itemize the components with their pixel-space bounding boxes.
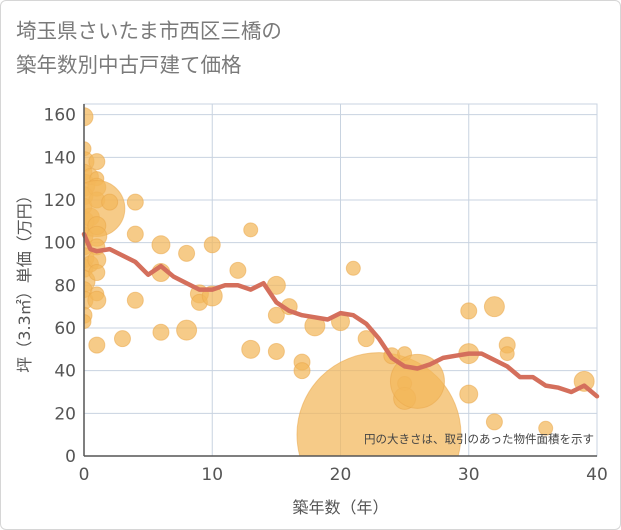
bubble-point xyxy=(345,260,361,276)
x-axis-title: 築年数（年） xyxy=(292,498,388,517)
bubble-point xyxy=(267,342,285,360)
y-tick-label: 80 xyxy=(54,276,76,296)
bubble-point xyxy=(113,330,131,348)
chart-title-line-1: 埼玉県さいたま市西区三橋の xyxy=(16,19,282,43)
x-tick-label: 30 xyxy=(458,465,480,485)
y-tick-label: 40 xyxy=(54,362,76,382)
bubble-size-note: 円の大きさは、取引のあった物件面積を示す xyxy=(364,432,594,446)
bubble-point xyxy=(178,244,196,262)
bubble-point xyxy=(87,290,107,310)
bubble-point xyxy=(485,413,503,431)
bubble-point xyxy=(459,384,479,404)
bubble-point xyxy=(126,291,144,309)
bubble-point xyxy=(203,236,221,254)
bubble-point xyxy=(357,330,375,348)
x-tick-label: 40 xyxy=(586,465,608,485)
bubble-point xyxy=(499,346,515,362)
bubble-point xyxy=(88,264,106,282)
bubble-point xyxy=(460,302,478,320)
y-tick-label: 140 xyxy=(44,148,76,168)
bubble-point xyxy=(151,235,171,255)
bubble-point xyxy=(101,193,119,211)
bubble-point xyxy=(538,420,554,436)
bubble-point xyxy=(88,153,106,171)
chart-title-line-2: 築年数別中古戸建て価格 xyxy=(16,53,242,77)
bubble-point xyxy=(126,193,144,211)
x-tick-label: 10 xyxy=(201,465,223,485)
y-axis-title: 坪（3.3㎡）単価（万円） xyxy=(15,187,34,372)
bubble-point xyxy=(229,261,247,279)
y-tick-label: 60 xyxy=(54,319,76,339)
axes xyxy=(83,104,597,457)
bubble-point xyxy=(84,314,92,330)
bubble-point xyxy=(483,296,505,318)
trend-line xyxy=(81,231,600,399)
x-tick-label: 20 xyxy=(330,465,352,485)
chart-title: 埼玉県さいたま市西区三橋の 築年数別中古戸建て価格 xyxy=(16,14,416,82)
bubble-point xyxy=(84,107,94,127)
bubble-point xyxy=(152,323,170,341)
y-tick-label: 160 xyxy=(44,106,76,126)
bubble-point xyxy=(293,362,311,380)
y-tick-label: 0 xyxy=(65,447,76,467)
bubble-point xyxy=(243,222,259,238)
x-tick-label: 0 xyxy=(79,465,90,485)
bubble-point xyxy=(176,319,198,341)
bubble-point xyxy=(88,336,106,354)
bubble-point xyxy=(241,339,261,359)
bubble-point xyxy=(267,306,285,324)
y-tick-label: 20 xyxy=(54,404,76,424)
trend-line-series xyxy=(81,231,600,399)
bubble-point xyxy=(126,225,144,243)
y-tick-label: 100 xyxy=(44,234,76,254)
tick-labels: 0 10 20 30 40 0 20 40 60 80 100 120 140 160 xyxy=(44,106,608,485)
y-tick-label: 120 xyxy=(44,191,76,211)
